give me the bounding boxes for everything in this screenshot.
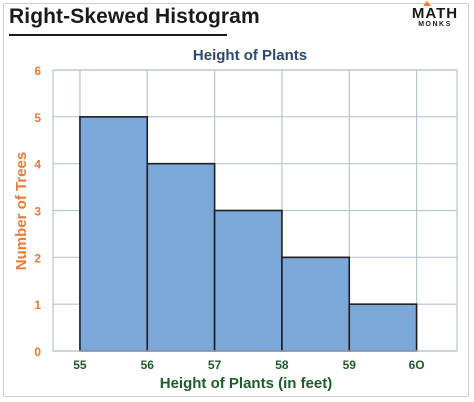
x-tick-label: 57 bbox=[208, 358, 222, 372]
x-tick-label: 55 bbox=[73, 358, 87, 372]
x-axis-label: Height of Plants (in feet) bbox=[160, 375, 333, 392]
y-tick-label: 1 bbox=[34, 298, 41, 312]
page-title: Right-Skewed Histogram bbox=[9, 5, 260, 28]
y-tick-labels: 0 1 2 3 4 5 6 bbox=[34, 64, 41, 359]
y-tick-label: 6 bbox=[34, 64, 41, 78]
logo: MATH MONKS bbox=[410, 1, 460, 29]
logo-word: MATH bbox=[411, 5, 459, 22]
y-tick-label: 4 bbox=[34, 158, 41, 172]
plot-area-border bbox=[52, 69, 458, 352]
logo-subtext: MONKS bbox=[418, 21, 452, 28]
x-tick-label: 56 bbox=[141, 358, 155, 372]
histogram-bars bbox=[79, 116, 418, 352]
x-tick-label: 59 bbox=[343, 358, 357, 372]
chart-title: Height of Plants bbox=[193, 47, 307, 64]
histogram-bar bbox=[281, 256, 351, 352]
y-tick-label: 5 bbox=[34, 111, 41, 125]
y-tick-label: 2 bbox=[34, 251, 41, 265]
histogram-bar bbox=[213, 209, 283, 352]
x-tick-label: 58 bbox=[275, 358, 289, 372]
y-tick-label: 0 bbox=[34, 345, 41, 359]
title-underline bbox=[9, 34, 227, 36]
y-tick-label: 3 bbox=[34, 205, 41, 219]
histogram-bar bbox=[348, 303, 418, 352]
figure-frame bbox=[3, 3, 469, 397]
x-tick-labels: 55 56 57 58 59 6O bbox=[73, 358, 424, 372]
logo-triangle-icon bbox=[423, 1, 431, 6]
histogram-bar bbox=[79, 116, 149, 352]
x-tick-label: 6O bbox=[409, 358, 425, 372]
histogram-bar bbox=[146, 162, 216, 352]
y-axis-label: Number of Trees bbox=[13, 152, 30, 270]
